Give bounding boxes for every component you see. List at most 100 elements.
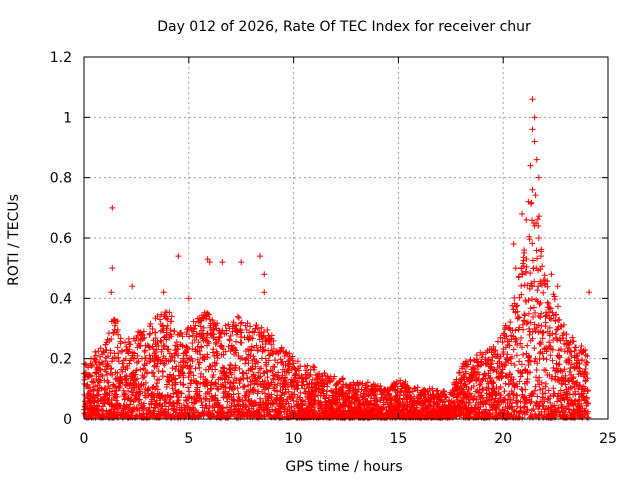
- data-point: [467, 377, 474, 384]
- data-point: [113, 387, 120, 394]
- data-point: [243, 355, 250, 362]
- data-point: [147, 320, 154, 327]
- data-point: [525, 352, 532, 359]
- data-point: [211, 353, 218, 360]
- data-point: [186, 333, 193, 340]
- data-point: [110, 383, 117, 390]
- chart-title: Day 012 of 2026, Rate Of TEC Index for r…: [157, 19, 531, 35]
- data-point: [183, 352, 190, 359]
- data-point: [528, 407, 535, 414]
- data-point: [212, 341, 219, 348]
- data-point: [232, 364, 239, 371]
- data-point: [483, 398, 490, 405]
- data-point: [301, 385, 308, 392]
- data-point: [488, 363, 495, 370]
- data-point: [158, 346, 165, 353]
- data-point: [493, 368, 500, 375]
- data-point: [111, 316, 118, 323]
- data-point: [518, 386, 525, 393]
- data-point: [282, 362, 289, 369]
- data-point: [189, 358, 196, 365]
- data-point: [144, 386, 151, 393]
- data-point: [178, 390, 185, 397]
- data-point: [176, 400, 183, 407]
- data-point: [127, 380, 134, 387]
- data-point: [306, 373, 313, 380]
- data-point: [462, 380, 469, 387]
- data-point: [180, 381, 187, 388]
- data-point: [534, 393, 541, 400]
- y-tick-label: 0.4: [50, 291, 72, 307]
- data-point: [529, 240, 536, 247]
- data-point: [157, 337, 164, 344]
- data-point: [530, 304, 537, 311]
- data-point: [414, 384, 421, 391]
- data-point: [462, 403, 469, 410]
- data-point: [103, 346, 110, 353]
- data-point: [465, 386, 472, 393]
- data-point: [234, 385, 241, 392]
- data-point: [191, 336, 198, 343]
- data-point: [226, 366, 233, 373]
- data-point: [197, 323, 204, 330]
- data-point: [269, 368, 276, 375]
- data-point: [190, 372, 197, 379]
- data-point: [124, 365, 131, 372]
- data-point: [210, 372, 217, 379]
- data-point: [212, 379, 219, 386]
- data-point: [514, 403, 521, 410]
- data-point: [239, 397, 246, 404]
- data-point: [136, 396, 143, 403]
- data-point: [304, 362, 311, 369]
- data-point: [108, 335, 115, 342]
- data-point: [501, 362, 508, 369]
- data-point: [226, 337, 233, 344]
- data-point: [519, 271, 526, 278]
- data-point: [179, 333, 186, 340]
- data-point: [514, 313, 521, 320]
- data-point: [266, 382, 273, 389]
- data-point: [179, 342, 186, 349]
- data-point: [105, 362, 112, 369]
- data-point: [527, 305, 534, 312]
- data-point: [191, 325, 198, 332]
- data-point: [473, 352, 480, 359]
- data-point: [231, 367, 238, 374]
- data-point: [471, 357, 478, 364]
- data-point: [153, 383, 160, 390]
- data-point: [233, 405, 240, 412]
- data-point: [239, 369, 246, 376]
- data-point: [170, 372, 177, 379]
- data-point: [499, 339, 506, 346]
- data-point: [519, 260, 526, 267]
- y-tick-label: 0: [63, 412, 72, 428]
- data-point: [435, 403, 442, 410]
- data-point: [523, 263, 530, 270]
- data-point: [534, 287, 541, 294]
- data-point: [151, 373, 158, 380]
- data-point: [205, 340, 212, 347]
- data-point: [123, 372, 130, 379]
- data-point: [172, 409, 179, 416]
- data-point: [324, 383, 331, 390]
- data-point: [268, 341, 275, 348]
- data-point: [523, 409, 530, 416]
- data-point: [101, 377, 108, 384]
- data-point: [501, 388, 508, 395]
- data-point: [520, 404, 527, 411]
- data-point: [275, 369, 282, 376]
- data-point: [275, 374, 282, 381]
- data-point: [153, 346, 160, 353]
- data-point: [521, 312, 528, 319]
- y-tick-label: 0.2: [50, 352, 72, 368]
- data-point: [525, 361, 532, 368]
- data-point: [489, 354, 496, 361]
- data-point: [534, 377, 541, 384]
- data-point: [111, 329, 118, 336]
- data-point: [146, 404, 153, 411]
- data-point: [151, 358, 158, 365]
- data-point: [192, 322, 199, 329]
- data-point: [170, 390, 177, 397]
- data-point: [255, 369, 262, 376]
- data-point: [151, 394, 158, 401]
